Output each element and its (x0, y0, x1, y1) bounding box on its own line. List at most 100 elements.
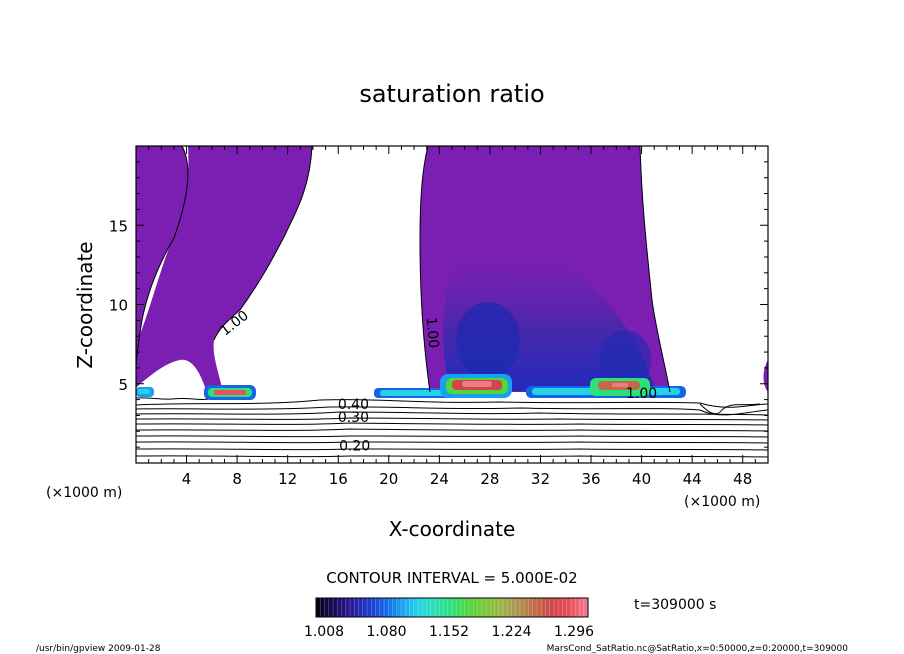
colorbar-cell (430, 598, 436, 617)
colorbar-cell (337, 598, 342, 617)
colorbar-cell (418, 598, 423, 617)
saturated-bands (136, 374, 686, 400)
chart-title: saturation ratio (359, 80, 544, 108)
colorbar-cell (486, 598, 491, 617)
region-left-column (136, 146, 188, 368)
x-tick-label: 44 (683, 470, 702, 488)
colorbar-tick-label: 1.224 (491, 624, 531, 640)
colorbar-cell (537, 598, 542, 617)
colorbar-labels: 1.008 1.080 1.152 1.224 1.296 (304, 624, 594, 640)
x-tick-label: 8 (232, 470, 242, 488)
y-tick-label: 15 (109, 217, 128, 235)
colorbar-cell (520, 598, 525, 617)
colorbar-cell (409, 598, 415, 617)
colorbar-cell (392, 598, 398, 617)
colorbar-tick-label: 1.080 (366, 624, 406, 640)
colorbar-cell (345, 598, 351, 617)
colorbar-cell (452, 598, 457, 617)
colorbar-tick-label: 1.152 (429, 624, 469, 640)
contour-label-layer: 1.00 1.001.000.400.300.20 (217, 308, 657, 455)
colorbar-cell (528, 598, 534, 617)
colorbar-cell (362, 598, 368, 617)
x-tick-label: 36 (581, 470, 600, 488)
colorbar-cell (469, 598, 474, 617)
footer-left: /usr/bin/gpview 2009-01-28 (36, 644, 161, 654)
colorbar-cell (443, 598, 449, 617)
colorbar-tick-label: 1.008 (304, 624, 344, 640)
x-tick-label: 20 (379, 470, 398, 488)
colorbar-cell (507, 598, 512, 617)
colorbar-cell (413, 598, 419, 617)
x-tick-label: 24 (430, 470, 449, 488)
plot-area: 1.00 1.001.000.400.300.20 (136, 146, 768, 463)
contour-label: 0.40 (338, 397, 369, 413)
x-tick-label: 28 (480, 470, 499, 488)
colorbar-cell (422, 598, 427, 617)
colorbar-cell (388, 598, 393, 617)
colorbar-cell (477, 598, 483, 617)
time-text: t=309000 s (634, 597, 716, 613)
colorbar-cell (575, 598, 580, 617)
colorbar-cell (341, 598, 347, 617)
colorbar-cell (524, 598, 529, 617)
colorbar-cell (562, 598, 568, 617)
colorbar-cell (405, 598, 410, 617)
region-right-dark-core (456, 302, 520, 378)
colorbar-cell (481, 598, 487, 617)
colorbar-cell (320, 598, 325, 617)
colorbar-cell (545, 598, 551, 617)
colorbar-cell (456, 598, 461, 617)
colorbar-cell (532, 598, 538, 617)
region-left-plume (136, 146, 312, 390)
colorbar-cell (324, 598, 330, 617)
colorbar-cell (447, 598, 453, 617)
y-tick-label: 5 (118, 376, 128, 394)
colorbar-cell (583, 598, 589, 617)
x-axis-unit-left: (×1000 m) (46, 485, 122, 501)
colorbar-cell (515, 598, 521, 617)
colorbar-cell (328, 598, 334, 617)
colorbar-cell (554, 598, 559, 617)
colorbar-cell (379, 598, 385, 617)
contour-label: 1.00 (423, 316, 442, 348)
colorbar-cell (473, 598, 478, 617)
colorbar-cell (579, 598, 585, 617)
colorbar-cell (358, 598, 364, 617)
colorbar-frame (315, 597, 589, 618)
colorbar-cell (460, 598, 466, 617)
x-tick-label: 48 (733, 470, 752, 488)
x-tick-label: 16 (329, 470, 348, 488)
colorbar-cell (464, 598, 470, 617)
colorbar-cell (549, 598, 555, 617)
contour-label: 0.20 (339, 438, 370, 454)
colorbar-cell (490, 598, 495, 617)
colorbar-cell (371, 598, 376, 617)
y-axis-title: Z-coordinate (73, 241, 97, 368)
x-tick-label: 32 (531, 470, 550, 488)
colorbar-cell (354, 598, 359, 617)
colorbar-cell (375, 598, 381, 617)
region-right-dark-core-2 (599, 330, 651, 390)
x-tick-label: 12 (278, 470, 297, 488)
colorbar-cell (498, 598, 504, 617)
colorbar (315, 598, 589, 617)
x-tick-label: 4 (182, 470, 192, 488)
x-axis-unit-right: (×1000 m) (684, 494, 760, 510)
colorbar-cell (503, 598, 508, 617)
colorbar-cell (367, 598, 372, 617)
contour-interval-text: CONTOUR INTERVAL = 5.000E-02 (326, 569, 577, 587)
colorbar-cell (494, 598, 500, 617)
contour-label: 0.30 (338, 410, 369, 426)
colorbar-cell (558, 598, 563, 617)
colorbar-cell (401, 598, 406, 617)
colorbar-cell (439, 598, 444, 617)
colorbar-tick-label: 1.296 (554, 624, 594, 640)
x-tick-label: 40 (632, 470, 651, 488)
colorbar-cell (350, 598, 355, 617)
colorbar-cell (426, 598, 432, 617)
colorbar-cell (541, 598, 546, 617)
colorbar-cell (435, 598, 440, 617)
colorbar-cell (396, 598, 402, 617)
